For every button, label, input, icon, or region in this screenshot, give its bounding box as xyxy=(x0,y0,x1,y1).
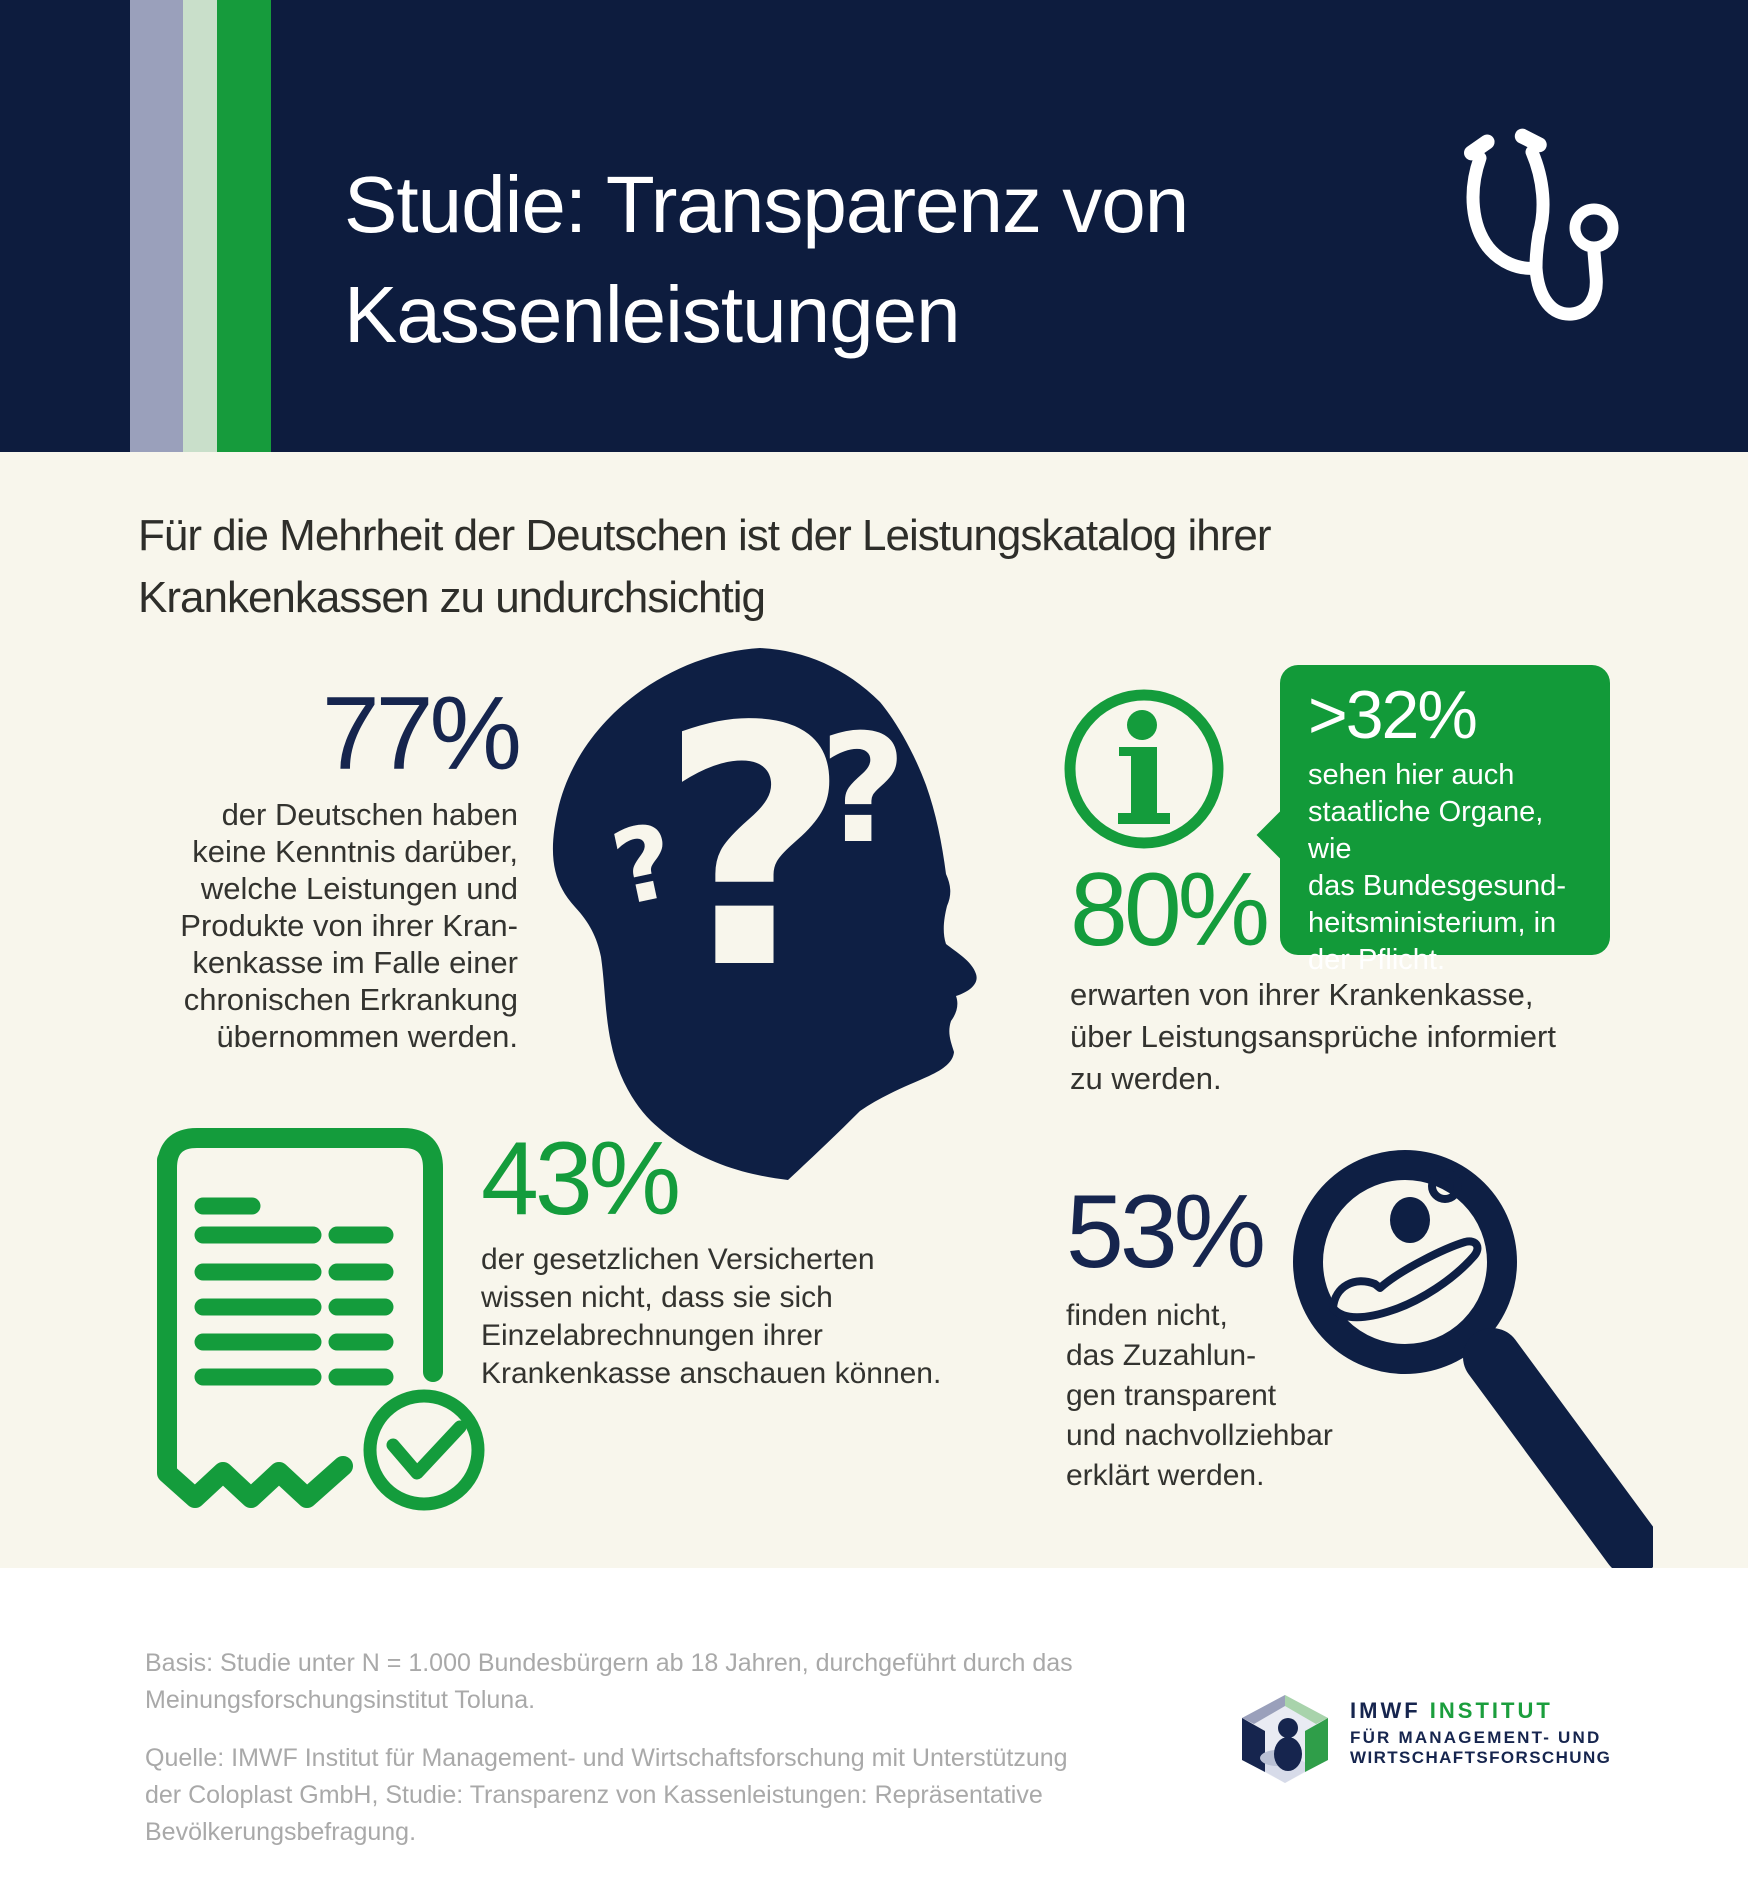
head-with-question-marks-icon: ? ? ? xyxy=(552,648,977,1180)
stat-53-block: 53% finden nicht, das Zuzahlun- gen tran… xyxy=(1066,1180,1406,1496)
stat-77-text: der Deutschen haben keine Kenntnis darüb… xyxy=(180,797,518,1054)
svg-text:?: ? xyxy=(659,657,850,1041)
imwf-logo-name: IMWF xyxy=(1350,1698,1421,1723)
stat-43-block: 43% der gesetzlichen Versicherten wissen… xyxy=(481,1127,1021,1393)
speech-bubble-32: >32% sehen hier auch staatliche Organe, … xyxy=(1256,665,1610,976)
stat-53-value: 53% xyxy=(1066,1174,1266,1290)
imwf-cube-logo xyxy=(1242,1695,1328,1783)
stethoscope-icon xyxy=(1464,128,1619,321)
page-title: Studie: Transparenz von Kassenleistungen xyxy=(344,160,1189,360)
stat-80-value: 80% xyxy=(1070,852,1270,968)
imwf-logo-suffix: INSTITUT xyxy=(1429,1698,1553,1723)
decor-stripe-green xyxy=(217,0,271,452)
stat-32-value: >32% xyxy=(1308,677,1478,753)
decor-stripe-lightgreen xyxy=(183,0,217,452)
stat-43-text: der gesetzlichen Versicherten wissen nic… xyxy=(481,1243,942,1390)
stat-32-text: sehen hier auch staatliche Organe, wie d… xyxy=(1308,759,1566,976)
stat-53-text: finden nicht, das Zuzahlun- gen transpar… xyxy=(1066,1299,1333,1492)
imwf-logo-line2: FÜR MANAGEMENT- UND xyxy=(1350,1728,1602,1747)
stat-43-value: 43% xyxy=(481,1121,681,1237)
magnifier-hand-person-icon xyxy=(1293,1150,1653,1568)
stat-80-block: 80% erwarten von ihrer Krankenkasse, übe… xyxy=(1070,858,1630,1100)
basis-note: Basis: Studie unter N = 1.000 Bundesbürg… xyxy=(145,1649,1073,1714)
decor-stripe-gray xyxy=(130,0,183,452)
imwf-logo-line3: WIRTSCHAFTSFORSCHUNG xyxy=(1350,1748,1612,1767)
stat-77-value: 77% xyxy=(321,676,522,792)
imwf-logo-text: IMWF INSTITUT FÜR MANAGEMENT- UND WIRTSC… xyxy=(1350,1698,1611,1768)
receipt-with-check-icon xyxy=(157,1128,485,1511)
intro-headline: Für die Mehrheit der Deutschen ist der L… xyxy=(138,511,1271,622)
stat-80-text: erwarten von ihrer Krankenkasse, über Le… xyxy=(1070,977,1556,1096)
stat-77-block: 77% der Deutschen haben keine Kenntnis d… xyxy=(120,676,522,1055)
source-note: Quelle: IMWF Institut für Management- un… xyxy=(145,1744,1068,1846)
svg-text:?: ? xyxy=(819,703,906,877)
footer: Basis: Studie unter N = 1.000 Bundesbürg… xyxy=(0,1568,1748,1890)
info-icon xyxy=(1064,689,1224,849)
imwf-logo-line1: IMWF INSTITUT xyxy=(1350,1698,1611,1724)
header-band: Studie: Transparenz von Kassenleistungen xyxy=(0,0,1748,452)
